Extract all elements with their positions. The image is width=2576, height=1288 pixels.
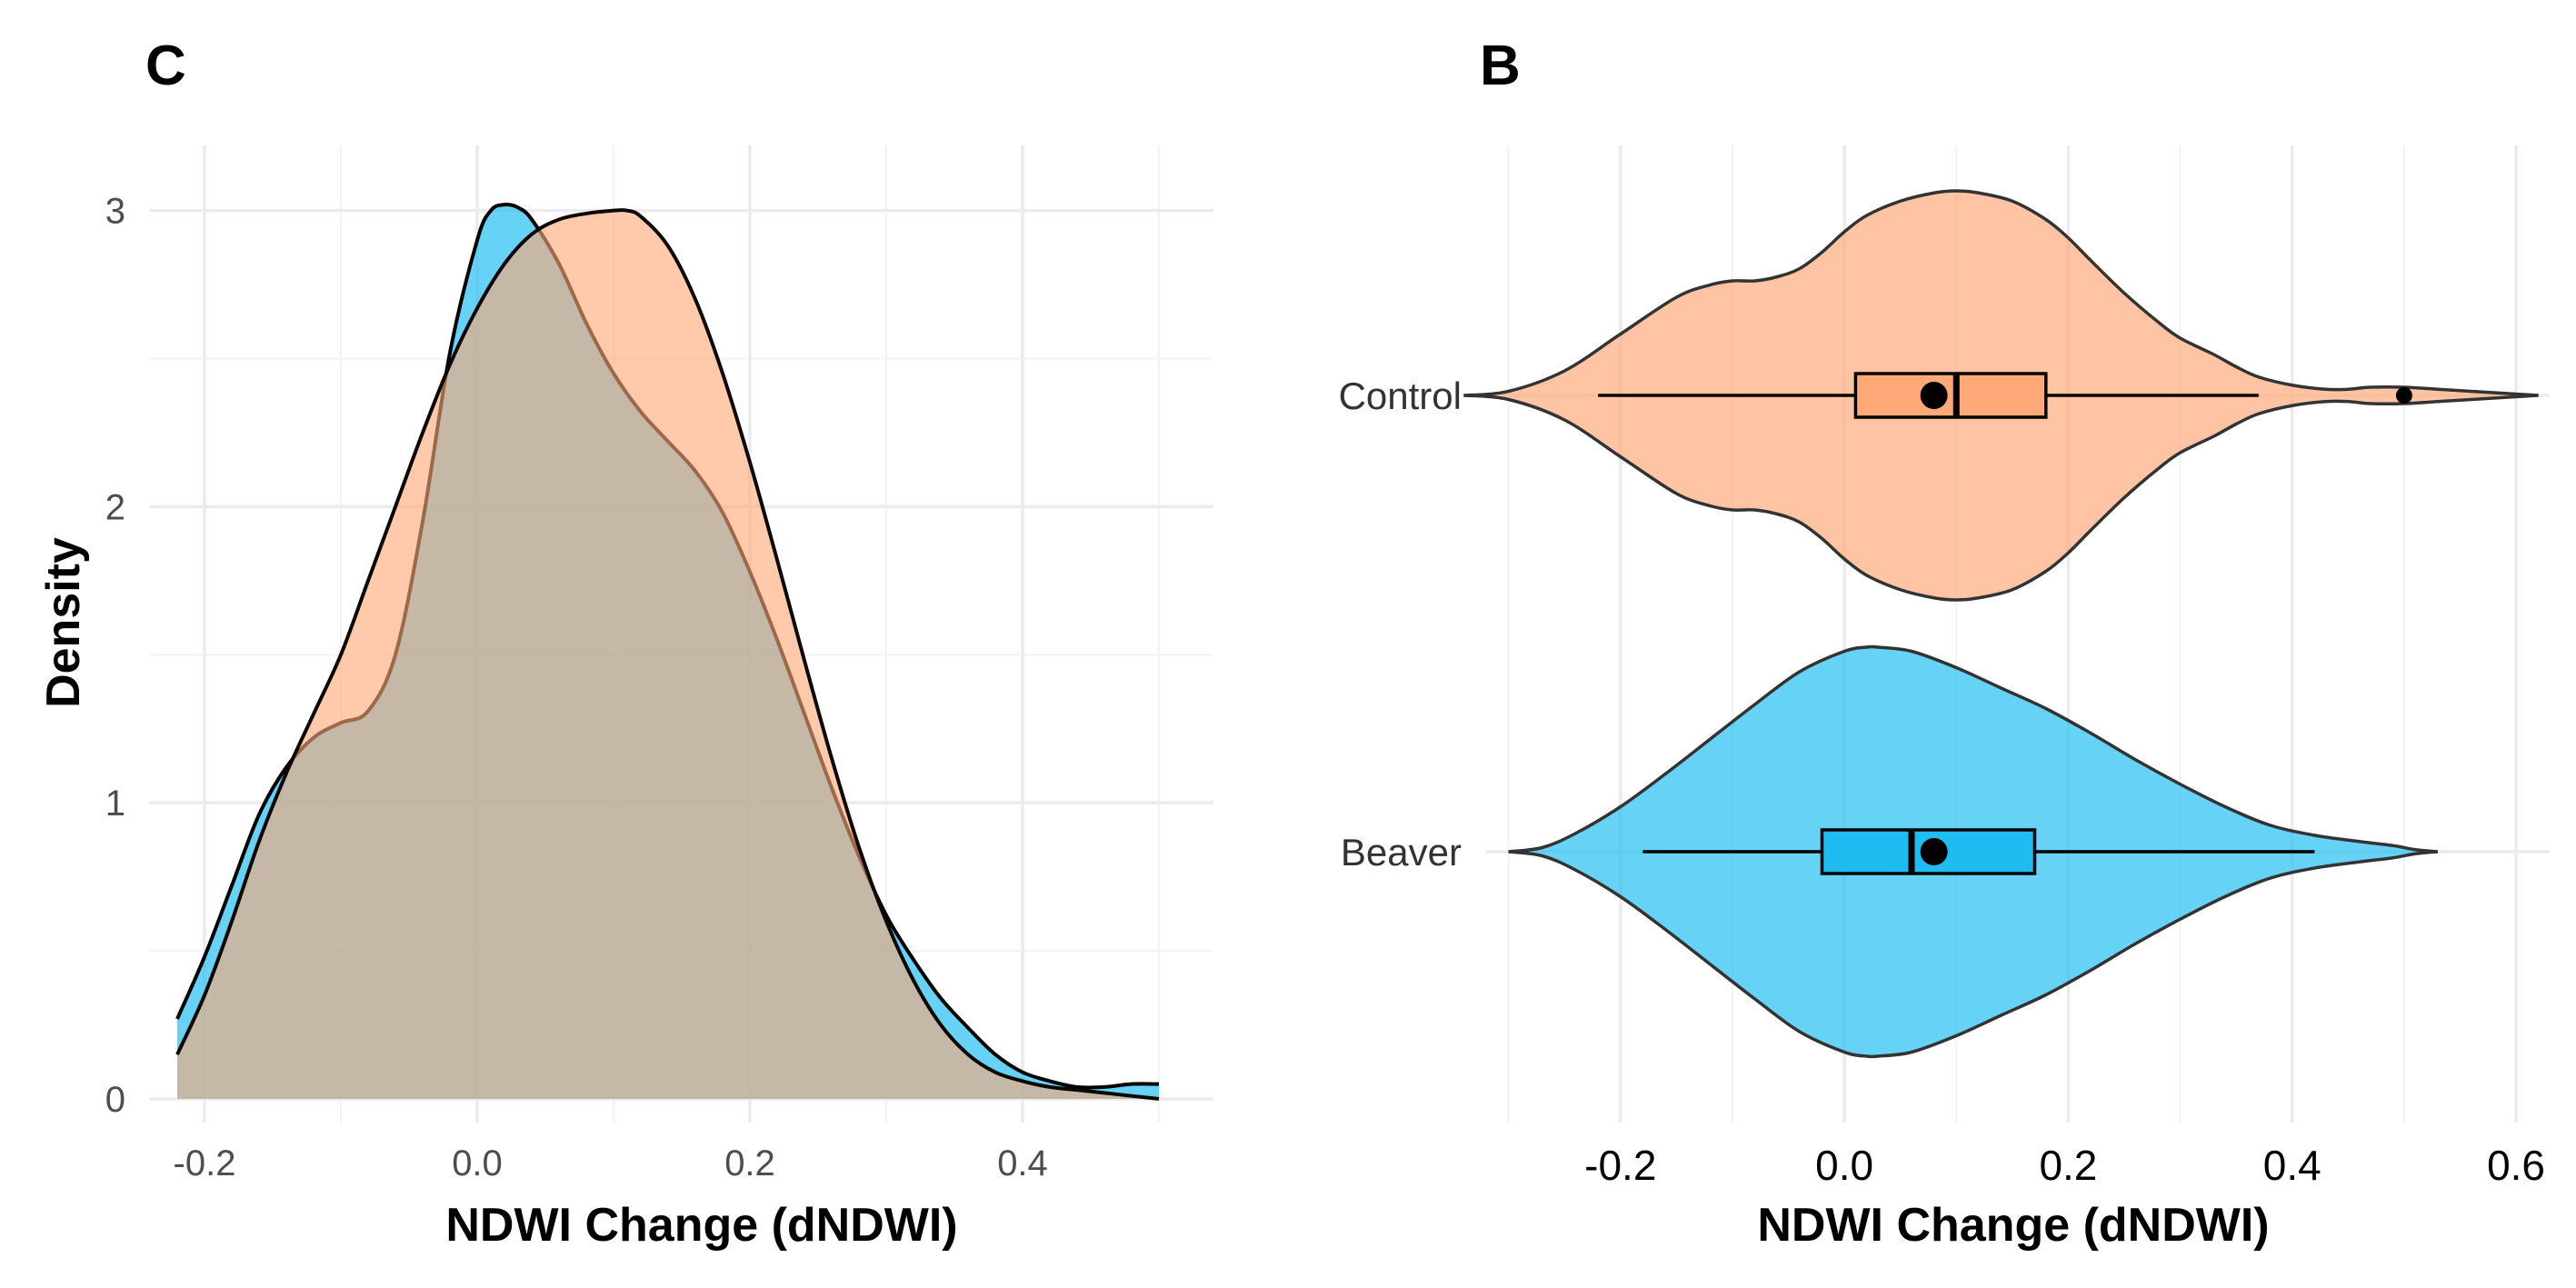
mean-point-beaver xyxy=(1920,838,1948,865)
density-y-axis-title: Density xyxy=(37,537,90,708)
density-y-tick-labels: 0 1 2 3 xyxy=(105,192,125,1120)
category-label-control: Control xyxy=(1339,374,1462,417)
panel-label-c: C xyxy=(145,35,186,97)
density-x-axis-title: NDWI Change (dNDWI) xyxy=(445,1199,957,1252)
density-curve-control-outline xyxy=(175,208,1160,1101)
violin-x-tick-label: -0.2 xyxy=(1584,1142,1656,1189)
density-y-tick-label: 0 xyxy=(105,1080,125,1120)
violin-x-axis-title: NDWI Change (dNDWI) xyxy=(1757,1199,2269,1252)
violin-x-tick-label: 0.2 xyxy=(2039,1142,2097,1189)
violin-panel: B -0.2 0.0 0.2 0.4 0.6 Control Beaver NDWI Ch… xyxy=(1339,35,2550,1252)
violin-x-tick-label: 0.4 xyxy=(2263,1142,2321,1189)
density-x-tick-label: 0.0 xyxy=(452,1143,503,1183)
panel-label-b: B xyxy=(1480,35,1521,97)
density-x-tick-label: 0.2 xyxy=(724,1143,775,1183)
violin-x-tick-labels: -0.2 0.0 0.2 0.4 0.6 xyxy=(1584,1142,2545,1189)
density-area-control xyxy=(177,210,1159,1099)
density-panel: C -0.2 0.0 0.2 0.4 0 1 2 3 NDWI Change (dNDWI)… xyxy=(37,35,1213,1252)
mean-point-control xyxy=(1920,382,1948,409)
violin-shapes xyxy=(1463,189,2539,1059)
density-y-tick-label: 2 xyxy=(105,487,125,527)
box-control xyxy=(1853,372,2048,419)
violin-x-tick-label: 0.6 xyxy=(2487,1142,2545,1189)
density-x-tick-label: -0.2 xyxy=(174,1143,236,1183)
category-label-beaver: Beaver xyxy=(1341,831,1462,874)
violin-category-labels: Control Beaver xyxy=(1339,374,1462,874)
violin-x-tick-label: 0.0 xyxy=(1815,1142,1873,1189)
density-y-tick-label: 1 xyxy=(105,784,125,824)
density-x-tick-labels: -0.2 0.0 0.2 0.4 xyxy=(174,1143,1048,1183)
outlier-point-control xyxy=(2395,387,2412,404)
density-areas xyxy=(175,203,1160,1101)
density-y-tick-label: 3 xyxy=(105,192,125,232)
violin-boxplots xyxy=(1598,372,2412,875)
density-x-tick-label: 0.4 xyxy=(997,1143,1048,1183)
